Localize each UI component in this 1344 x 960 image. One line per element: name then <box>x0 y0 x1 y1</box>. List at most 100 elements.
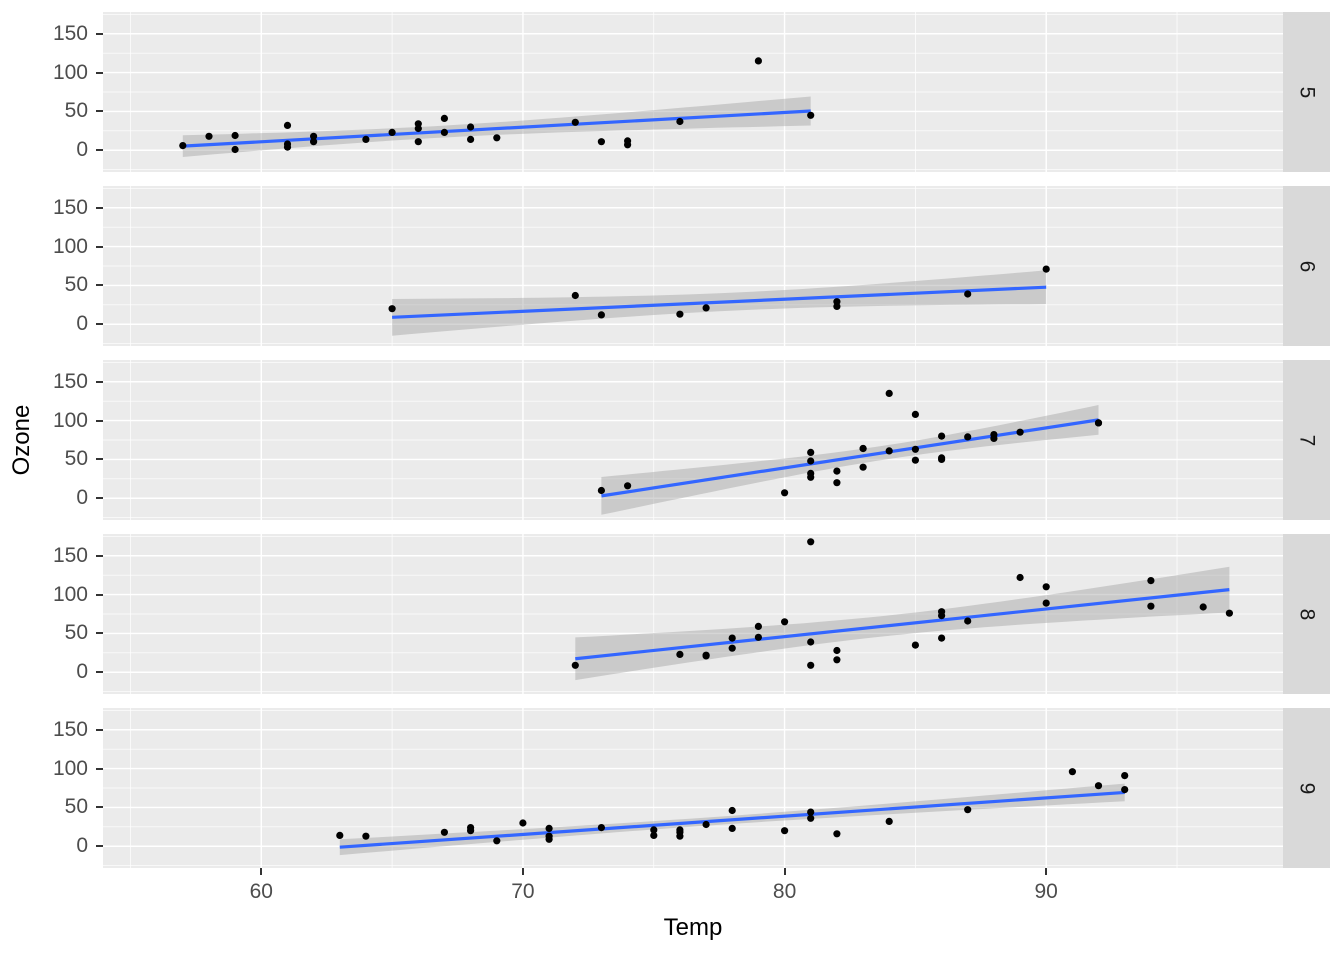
y-tick-mark <box>96 728 103 731</box>
y-tick-mark <box>96 458 103 461</box>
x-axis-title: Temp <box>663 914 723 941</box>
data-point <box>676 650 684 658</box>
data-point <box>362 135 370 143</box>
data-point <box>885 389 893 397</box>
data-point <box>807 661 815 669</box>
data-points <box>336 768 1129 845</box>
data-point <box>597 824 605 832</box>
facet-strip-label: 6 <box>1295 260 1318 272</box>
data-point <box>911 410 920 418</box>
facet-panel-8 <box>103 534 1283 694</box>
data-point <box>1199 603 1207 611</box>
data-point <box>388 128 396 136</box>
data-point <box>807 457 815 465</box>
data-point <box>205 132 213 140</box>
gridlines <box>103 534 1283 694</box>
data-point <box>833 656 841 664</box>
y-tick-mark <box>96 323 103 326</box>
data-point <box>336 831 344 839</box>
data-point <box>807 538 815 546</box>
y-tick-mark <box>96 71 103 74</box>
data-point <box>1121 772 1129 780</box>
data-point <box>624 482 632 490</box>
data-point <box>728 806 736 815</box>
data-point <box>728 644 736 652</box>
data-point <box>467 123 475 131</box>
data-point <box>597 311 605 319</box>
data-point <box>571 118 579 126</box>
confidence-ribbon <box>182 96 811 157</box>
y-tick-label: 0 <box>76 312 88 336</box>
data-point <box>859 444 867 453</box>
x-tick-label: 60 <box>249 880 273 903</box>
y-tick-mark <box>96 554 103 557</box>
data-point <box>911 445 920 453</box>
gridlines <box>103 12 1283 172</box>
data-point <box>467 135 475 143</box>
data-point <box>885 447 893 455</box>
y-tick-label: 50 <box>64 273 88 297</box>
gridlines <box>103 360 1283 520</box>
data-point <box>676 828 684 836</box>
y-tick-label: 50 <box>64 99 88 123</box>
facet-strip-6: 6 <box>1283 186 1330 346</box>
y-tick-mark <box>96 206 103 209</box>
data-point <box>990 431 998 439</box>
data-point <box>807 814 815 822</box>
data-points <box>179 57 815 154</box>
data-point <box>519 819 527 827</box>
data-points <box>388 265 1050 319</box>
data-point <box>938 634 946 642</box>
y-tick-mark <box>96 380 103 383</box>
y-tick-mark <box>96 419 103 422</box>
gridlines <box>103 186 1283 346</box>
x-tick-label: 90 <box>1034 880 1058 903</box>
facet-strip-9: 9 <box>1283 708 1330 868</box>
data-point <box>781 489 789 497</box>
data-point <box>1147 602 1155 610</box>
y-tick-label: 50 <box>64 447 88 471</box>
data-point <box>231 131 239 140</box>
y-tick-label: 150 <box>52 717 88 741</box>
data-point <box>676 117 684 126</box>
data-points <box>571 538 1233 669</box>
facet-panel-6 <box>103 186 1283 346</box>
data-point <box>597 486 605 495</box>
data-point <box>807 473 815 481</box>
x-tick-mark <box>1045 868 1048 875</box>
facet-strip-label: 9 <box>1295 782 1318 794</box>
data-point <box>310 138 318 146</box>
y-tick-label: 100 <box>52 234 88 258</box>
data-point <box>231 145 239 154</box>
y-tick-label: 100 <box>52 60 88 84</box>
data-point <box>362 832 370 840</box>
y-tick-mark <box>96 110 103 113</box>
data-point <box>571 291 579 300</box>
y-tick-mark <box>96 284 103 287</box>
data-point <box>754 622 763 630</box>
facet-strip-label: 8 <box>1295 608 1318 620</box>
data-point <box>807 111 815 119</box>
y-tick-label: 150 <box>52 21 88 45</box>
gridlines <box>103 708 1283 868</box>
y-tick-label: 0 <box>76 660 88 684</box>
data-point <box>1225 609 1233 617</box>
data-point <box>702 820 710 829</box>
data-point <box>728 634 736 642</box>
data-point <box>1016 573 1024 582</box>
y-tick-label: 50 <box>64 795 88 819</box>
facet-panel-5 <box>103 12 1283 172</box>
y-tick-label: 150 <box>52 195 88 219</box>
data-point <box>964 290 972 298</box>
data-point <box>964 806 972 814</box>
data-point <box>545 832 553 840</box>
data-point <box>938 432 946 440</box>
data-point <box>702 304 710 312</box>
data-point <box>283 121 292 129</box>
y-tick-mark <box>96 767 103 770</box>
data-point <box>650 831 658 839</box>
data-point <box>1094 419 1103 427</box>
facet-strip-7: 7 <box>1283 360 1330 520</box>
data-point <box>833 467 841 475</box>
y-tick-label: 0 <box>76 834 88 858</box>
